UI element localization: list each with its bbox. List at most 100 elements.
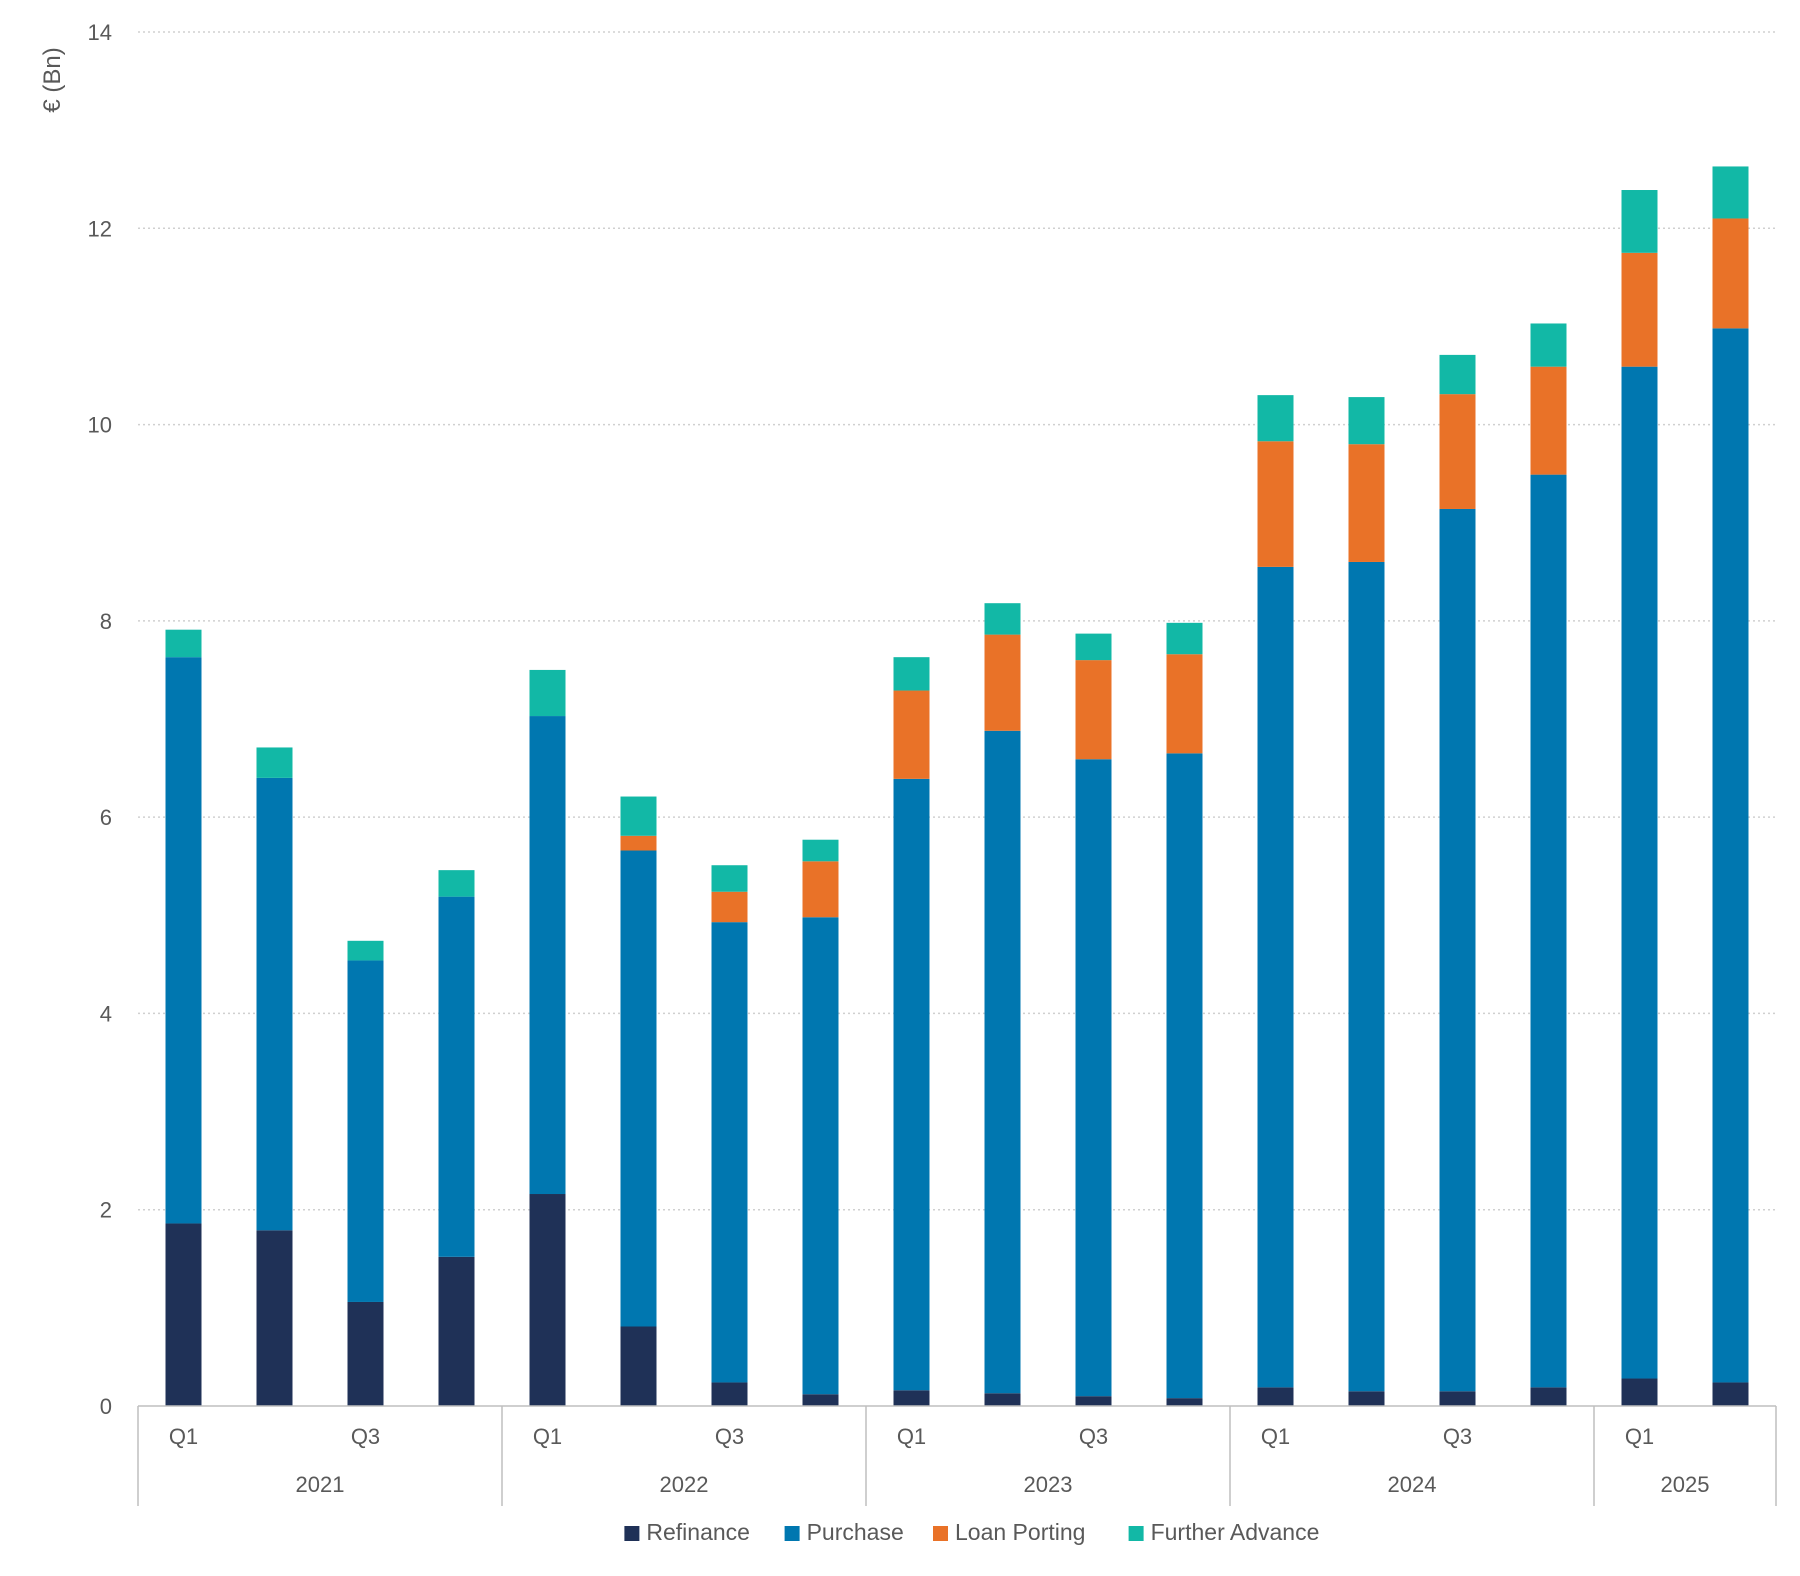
year-label: 2022	[660, 1472, 709, 1497]
bar-segment	[893, 1390, 930, 1406]
x-tick-label: Q3	[1443, 1424, 1472, 1449]
x-tick-label: Q1	[169, 1424, 198, 1449]
bar-segment	[347, 940, 384, 961]
bar-segment	[1257, 1387, 1294, 1406]
bar-segment	[1439, 1391, 1476, 1406]
x-tick-label: Q1	[533, 1424, 562, 1449]
legend-label: Loan Porting	[955, 1519, 1085, 1545]
bar-segment	[1348, 561, 1385, 1392]
legend-label: Further Advance	[1151, 1519, 1320, 1545]
bar-segment	[802, 1394, 839, 1406]
y-tick-label: 8	[100, 609, 112, 634]
bar-segment	[1166, 1398, 1203, 1406]
bar-segment	[347, 960, 384, 1302]
bar-segment	[1621, 252, 1658, 367]
x-tick-label: Q3	[351, 1424, 380, 1449]
bar-segment	[1530, 474, 1567, 1388]
legend-swatch	[933, 1526, 948, 1541]
bar-segment	[347, 1301, 384, 1406]
bar-segment	[1712, 328, 1749, 1383]
y-axis-tick-labels: 0 2 4 6 8 10 12 14	[88, 20, 112, 1419]
bar-segment	[620, 850, 657, 1327]
legend-swatch	[784, 1526, 800, 1541]
bar-segment	[984, 730, 1021, 1394]
bar-segment	[1712, 1382, 1749, 1406]
x-tick-label: Q1	[897, 1424, 926, 1449]
x-tick-label: Q3	[715, 1424, 744, 1449]
bar-segment	[1257, 441, 1294, 567]
bar-segment	[1166, 622, 1203, 655]
bars	[165, 166, 1749, 1406]
legend: Refinance Purchase Loan Porting Further Adv…	[624, 1519, 1319, 1545]
bar-segment	[802, 917, 839, 1395]
bar-segment	[1075, 759, 1112, 1397]
legend-swatch	[1128, 1526, 1144, 1541]
bar-segment	[1530, 366, 1567, 475]
y-tick-label: 0	[100, 1394, 112, 1419]
y-tick-label: 6	[100, 805, 112, 830]
bar-segment	[1075, 1396, 1112, 1406]
bar-segment	[529, 716, 566, 1195]
legend-item: Further Advance	[1128, 1519, 1320, 1545]
bar-segment	[529, 1194, 566, 1406]
year-label: 2023	[1024, 1472, 1073, 1497]
bar-segment	[1621, 366, 1658, 1379]
legend-label: Refinance	[646, 1519, 750, 1545]
bar-segment	[1621, 1378, 1658, 1406]
year-label: 2025	[1661, 1472, 1710, 1497]
bar-segment	[165, 629, 202, 658]
bar-segment	[802, 861, 839, 918]
bar-segment	[1439, 394, 1476, 509]
bar-segment	[438, 870, 475, 897]
bar-segment	[711, 865, 748, 892]
bar-segment	[438, 896, 475, 1257]
bar-segment	[1257, 395, 1294, 442]
legend-swatch	[624, 1526, 640, 1541]
bar-segment	[1530, 323, 1567, 367]
bar-segment	[1166, 654, 1203, 754]
bar-segment	[620, 835, 657, 851]
x-tick-label: Q1	[1625, 1424, 1654, 1449]
bar-segment	[438, 1256, 475, 1406]
bar-segment	[984, 634, 1021, 731]
x-tick-label: Q1	[1261, 1424, 1290, 1449]
y-tick-label: 12	[88, 216, 112, 241]
bar-segment	[1075, 633, 1112, 661]
bar-segment	[620, 1326, 657, 1406]
legend-label: Purchase	[807, 1519, 904, 1545]
y-tick-label: 2	[100, 1198, 112, 1223]
bar-segment	[620, 796, 657, 836]
bar-segment	[1166, 753, 1203, 1399]
year-label: 2024	[1388, 1472, 1437, 1497]
bar-segment	[711, 922, 748, 1383]
y-tick-label: 10	[88, 413, 112, 438]
bar-segment	[1712, 218, 1749, 329]
bar-segment	[893, 657, 930, 691]
bar-segment	[256, 747, 293, 778]
bar-segment	[711, 891, 748, 923]
bar-segment	[1439, 508, 1476, 1392]
bar-segment	[1257, 566, 1294, 1388]
bar-segment	[165, 1223, 202, 1406]
bar-segment	[1348, 1391, 1385, 1406]
bar-segment	[1075, 660, 1112, 760]
bar-segment	[893, 690, 930, 779]
bar-segment	[984, 1393, 1021, 1406]
bar-segment	[802, 839, 839, 862]
x-axis: Q1 Q3 Q1 Q3 Q1 Q3 Q1 Q3 Q1 2021 2022 2023 2024 2025	[137, 1405, 1777, 1506]
bar-segment	[893, 778, 930, 1391]
bar-segment	[256, 777, 293, 1231]
y-tick-label: 14	[88, 20, 112, 45]
legend-item: Loan Porting	[933, 1519, 1085, 1545]
gridlines	[138, 31, 1776, 1211]
bar-segment	[1712, 166, 1749, 219]
bar-segment	[1530, 1387, 1567, 1406]
year-label: 2021	[296, 1472, 345, 1497]
bar-segment	[256, 1230, 293, 1406]
bar-segment	[1621, 190, 1658, 253]
y-tick-label: 4	[100, 1001, 112, 1026]
bar-segment	[711, 1382, 748, 1406]
bar-segment	[1439, 354, 1476, 395]
bar-segment	[1348, 397, 1385, 445]
bar-segment	[529, 669, 566, 717]
